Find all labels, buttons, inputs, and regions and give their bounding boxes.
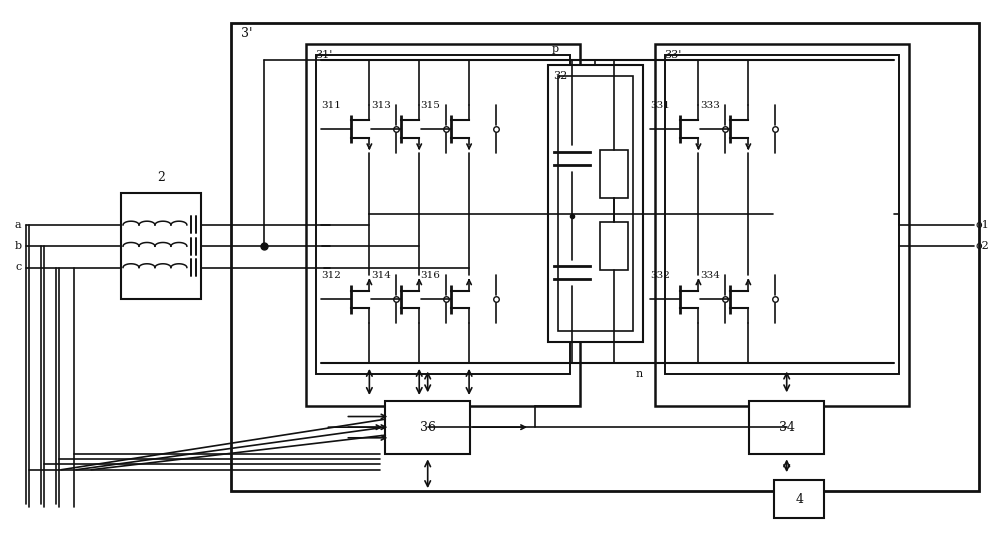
Bar (600, 222, 628, 270)
Text: c: c (15, 263, 21, 272)
Text: 36: 36 (420, 421, 436, 434)
Text: 4: 4 (795, 493, 803, 506)
Text: 333: 333 (700, 101, 720, 110)
Text: 34: 34 (779, 421, 795, 434)
Text: 312: 312 (321, 271, 341, 280)
Text: p: p (551, 44, 558, 54)
Text: 3': 3' (241, 27, 252, 40)
Bar (121, 193, 201, 300)
Bar (665, 55, 899, 374)
Bar (385, 401, 470, 454)
Text: 311: 311 (321, 101, 341, 110)
Text: 316: 316 (421, 271, 440, 280)
Text: a: a (15, 220, 21, 230)
Text: 332: 332 (650, 271, 670, 280)
Text: 33': 33' (665, 50, 682, 59)
Bar (306, 44, 580, 406)
Text: b: b (14, 241, 21, 251)
Bar (655, 44, 909, 406)
Text: 314: 314 (371, 271, 391, 280)
Text: 2: 2 (157, 171, 165, 184)
Bar (600, 150, 628, 198)
Bar (558, 76, 633, 331)
Bar (749, 401, 824, 454)
Bar (316, 55, 570, 374)
Text: 31': 31' (316, 50, 333, 59)
Text: 32: 32 (553, 71, 567, 81)
Text: 315: 315 (421, 101, 440, 110)
Bar (548, 65, 643, 342)
Text: 313: 313 (371, 101, 391, 110)
Text: 334: 334 (700, 271, 720, 280)
Text: n: n (636, 369, 643, 379)
Text: o2: o2 (976, 241, 989, 251)
Bar (774, 480, 824, 518)
Text: o1: o1 (976, 220, 989, 230)
Bar (231, 22, 979, 491)
Text: 331: 331 (650, 101, 670, 110)
